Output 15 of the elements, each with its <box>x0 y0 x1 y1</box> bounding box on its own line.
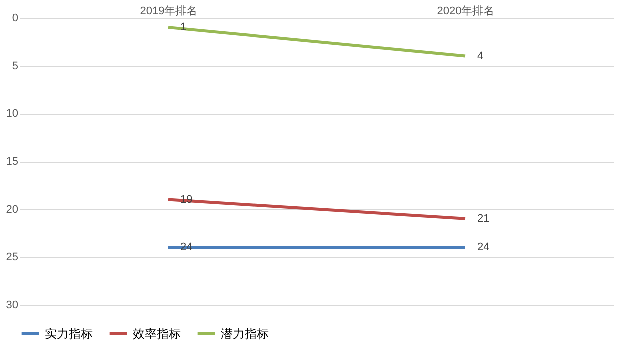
data-label: 4 <box>478 50 484 62</box>
y-tick-label: 30 <box>6 300 18 312</box>
y-tick-label: 0 <box>12 12 18 24</box>
data-label: 24 <box>478 242 490 254</box>
y-tick-label: 25 <box>6 252 18 264</box>
y-tick-label: 15 <box>6 156 18 168</box>
data-label: 21 <box>478 212 490 225</box>
legend-label: 效率指标 <box>133 326 181 341</box>
legend-label: 实力指标 <box>45 326 93 341</box>
y-tick-label: 5 <box>12 60 18 72</box>
y-tick-label: 20 <box>6 204 18 216</box>
legend-label: 潜力指标 <box>221 326 269 341</box>
x-tick-label: 2020年排名 <box>437 6 495 18</box>
y-tick-label: 10 <box>6 108 18 120</box>
x-tick-label: 2019年排名 <box>140 6 198 18</box>
